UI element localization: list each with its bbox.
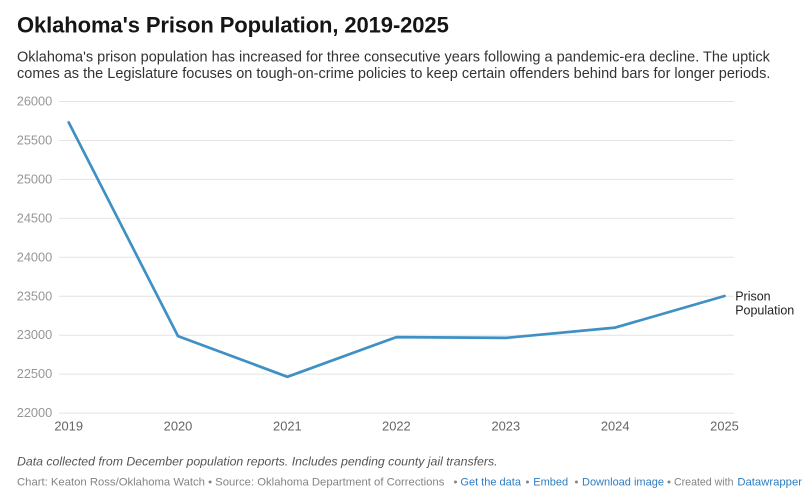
svg-text:2023: 2023 xyxy=(491,418,520,433)
svg-text:2020: 2020 xyxy=(164,418,193,433)
svg-text:•: • xyxy=(526,477,530,489)
svg-text:24000: 24000 xyxy=(17,249,53,264)
svg-text:Data collected from December p: Data collected from December population … xyxy=(17,455,498,469)
svg-text:•: • xyxy=(575,477,579,489)
svg-text:25000: 25000 xyxy=(17,171,53,186)
svg-text:22500: 22500 xyxy=(17,366,53,381)
svg-text:24500: 24500 xyxy=(17,210,53,225)
svg-text:Download image: Download image xyxy=(582,477,664,489)
svg-text:Embed: Embed xyxy=(533,477,568,489)
svg-text:2019: 2019 xyxy=(54,418,83,433)
svg-text:Created with: Created with xyxy=(674,477,734,489)
svg-text:22000: 22000 xyxy=(17,405,53,420)
svg-text:•: • xyxy=(454,477,458,489)
svg-text:Datawrapper: Datawrapper xyxy=(737,477,802,489)
svg-text:•: • xyxy=(667,477,671,489)
svg-text:26000: 26000 xyxy=(17,94,53,109)
svg-text:25500: 25500 xyxy=(17,132,53,147)
svg-text:2022: 2022 xyxy=(382,418,411,433)
svg-text:Chart: Keaton Ross/Oklahoma Wa: Chart: Keaton Ross/Oklahoma Watch • Sour… xyxy=(17,477,445,489)
svg-text:23500: 23500 xyxy=(17,288,53,303)
svg-text:2024: 2024 xyxy=(601,418,630,433)
svg-text:Oklahoma's Prison Population,: Oklahoma's Prison Population, 2019-2025 xyxy=(17,12,449,37)
svg-text:2025: 2025 xyxy=(710,418,739,433)
svg-text:Prison: Prison xyxy=(735,289,770,303)
svg-text:Get the data: Get the data xyxy=(460,477,521,489)
svg-text:2021: 2021 xyxy=(273,418,302,433)
svg-text:comes as the Legislature focus: comes as the Legislature focuses on toug… xyxy=(17,66,770,82)
svg-text:23000: 23000 xyxy=(17,327,53,342)
svg-text:Population: Population xyxy=(735,304,794,318)
svg-text:Oklahoma's prison population h: Oklahoma's prison population has increas… xyxy=(17,50,771,66)
